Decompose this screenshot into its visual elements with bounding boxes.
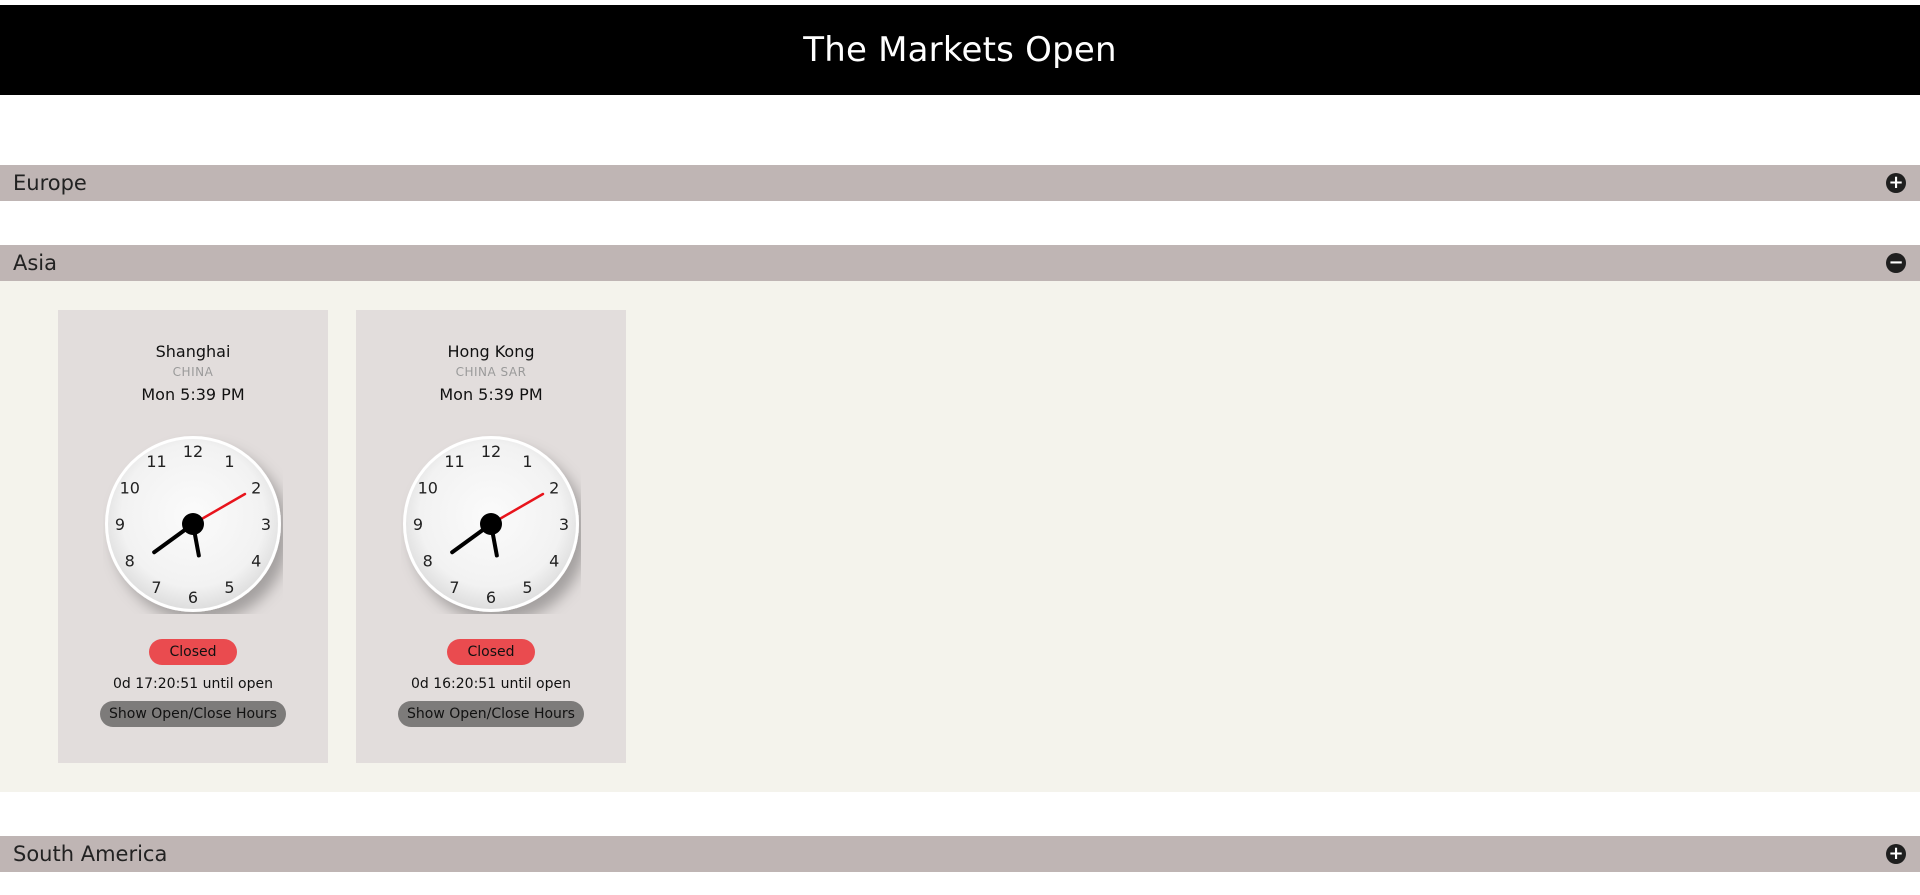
- countdown-text: 0d 17:20:51 until open: [113, 676, 273, 692]
- market-country: CHINA: [172, 365, 214, 379]
- clock-numeral: 11: [146, 452, 166, 471]
- clock-numeral: 6: [486, 588, 496, 607]
- clock-numeral: 10: [418, 479, 438, 498]
- status-badge: Closed: [149, 639, 237, 665]
- market-city: Shanghai: [155, 342, 231, 361]
- minus-circle-icon[interactable]: −: [1886, 253, 1906, 273]
- clock-center-pin: [480, 513, 502, 535]
- clock-numeral: 3: [559, 515, 569, 534]
- clock-numeral: 9: [115, 515, 125, 534]
- market-city: Hong Kong: [447, 342, 535, 361]
- clock-numeral: 6: [188, 588, 198, 607]
- market-country: CHINA SAR: [455, 365, 527, 379]
- clock-numeral: 4: [549, 552, 559, 571]
- countdown-text: 0d 16:20:51 until open: [411, 676, 571, 692]
- clock-numeral: 7: [151, 578, 161, 597]
- clock-numeral: 5: [224, 578, 234, 597]
- region-header-south-america[interactable]: South America +: [0, 836, 1920, 872]
- show-hours-button[interactable]: Show Open/Close Hours: [100, 701, 286, 727]
- market-local-time: Mon 5:39 PM: [141, 385, 245, 404]
- region-title-europe: Europe: [13, 171, 87, 195]
- region-title-asia: Asia: [13, 251, 58, 275]
- analog-clock: 12 1 2 3 4 5 6 7 8 9 10 11: [103, 434, 283, 614]
- clock-numeral: 10: [120, 479, 140, 498]
- analog-clock: 12 1 2 3 4 5 6 7 8 9 10 11: [401, 434, 581, 614]
- page-header: The Markets Open: [0, 5, 1920, 95]
- status-badge: Closed: [447, 639, 535, 665]
- clock-numeral: 9: [413, 515, 423, 534]
- plus-circle-icon[interactable]: +: [1886, 173, 1906, 193]
- clock-numeral: 12: [481, 442, 501, 461]
- region-header-europe[interactable]: Europe +: [0, 165, 1920, 201]
- page-title: The Markets Open: [803, 30, 1117, 70]
- clock-numeral: 4: [251, 552, 261, 571]
- region-header-asia[interactable]: Asia −: [0, 245, 1920, 281]
- clock-numeral: 12: [183, 442, 203, 461]
- clock-numeral: 1: [224, 452, 234, 471]
- clock-numeral: 8: [423, 552, 433, 571]
- clock-numeral: 8: [125, 552, 135, 571]
- clock-numeral: 7: [449, 578, 459, 597]
- clock-numeral: 5: [522, 578, 532, 597]
- show-hours-button[interactable]: Show Open/Close Hours: [398, 701, 584, 727]
- clock-center-pin: [182, 513, 204, 535]
- market-card-shanghai: Shanghai CHINA Mon 5:39 PM 12 1 2 3 4 5 6 7 8 9 10…: [58, 310, 328, 763]
- clock-numeral: 3: [261, 515, 271, 534]
- market-local-time: Mon 5:39 PM: [439, 385, 543, 404]
- clock-numeral: 1: [522, 452, 532, 471]
- region-body-asia: Shanghai CHINA Mon 5:39 PM 12 1 2 3 4 5 6 7 8 9 10…: [0, 281, 1920, 792]
- market-card-hong-kong: Hong Kong CHINA SAR Mon 5:39 PM 12 1 2 3 4 5 6…: [356, 310, 626, 763]
- clock-numeral: 11: [444, 452, 464, 471]
- clock-numeral: 2: [251, 479, 261, 498]
- clock-numeral: 2: [549, 479, 559, 498]
- region-title-south-america: South America: [13, 842, 168, 866]
- plus-circle-icon[interactable]: +: [1886, 844, 1906, 864]
